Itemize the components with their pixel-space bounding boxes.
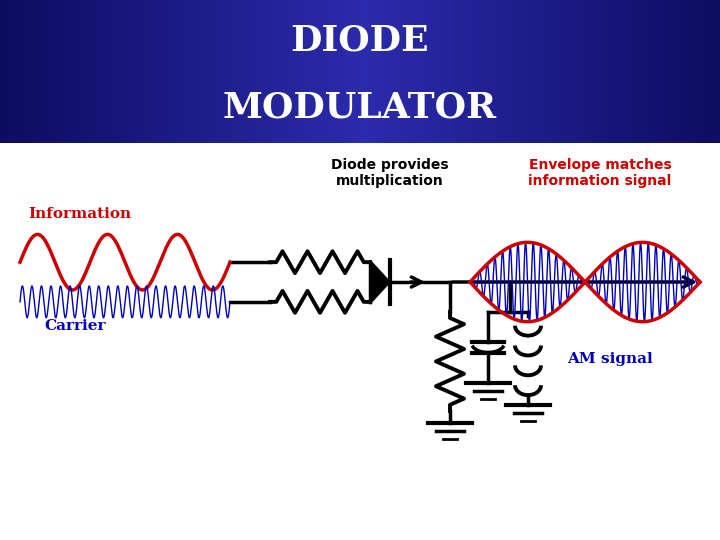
Text: DIODE: DIODE [291,23,429,57]
Polygon shape [370,260,390,304]
Text: Diode provides
multiplication: Diode provides multiplication [331,158,449,188]
Text: MODULATOR: MODULATOR [223,90,497,124]
Text: Envelope matches
information signal: Envelope matches information signal [528,158,672,188]
Text: AM signal: AM signal [567,353,653,366]
Text: Carrier: Carrier [44,319,106,333]
Text: Information: Information [28,206,132,220]
